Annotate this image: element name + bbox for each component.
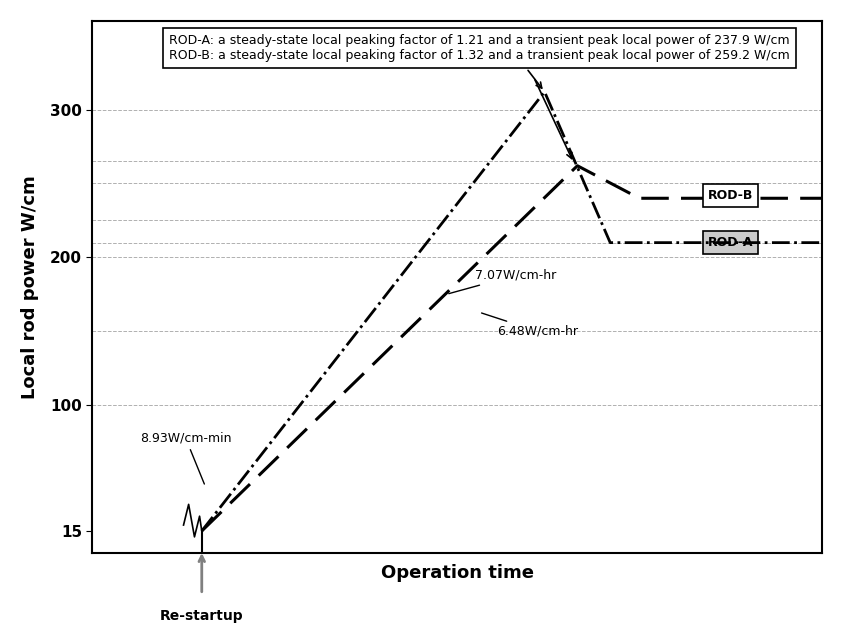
Text: Overshooting: Overshooting <box>511 48 605 62</box>
Text: Re-startup: Re-startup <box>160 609 244 623</box>
Text: ROD-B: ROD-B <box>708 189 753 202</box>
Text: 6.48W/cm-hr: 6.48W/cm-hr <box>481 313 578 338</box>
Y-axis label: Local rod power W/cm: Local rod power W/cm <box>21 175 39 399</box>
Text: ROD-A: ROD-A <box>708 236 753 249</box>
Text: ROD-A: a steady-state local peaking factor of 1.21 and a transient peak local po: ROD-A: a steady-state local peaking fact… <box>169 34 790 62</box>
Text: 7.07W/cm-hr: 7.07W/cm-hr <box>448 269 556 294</box>
Text: 8.93W/cm-min: 8.93W/cm-min <box>140 431 232 484</box>
X-axis label: Operation time: Operation time <box>380 564 534 582</box>
